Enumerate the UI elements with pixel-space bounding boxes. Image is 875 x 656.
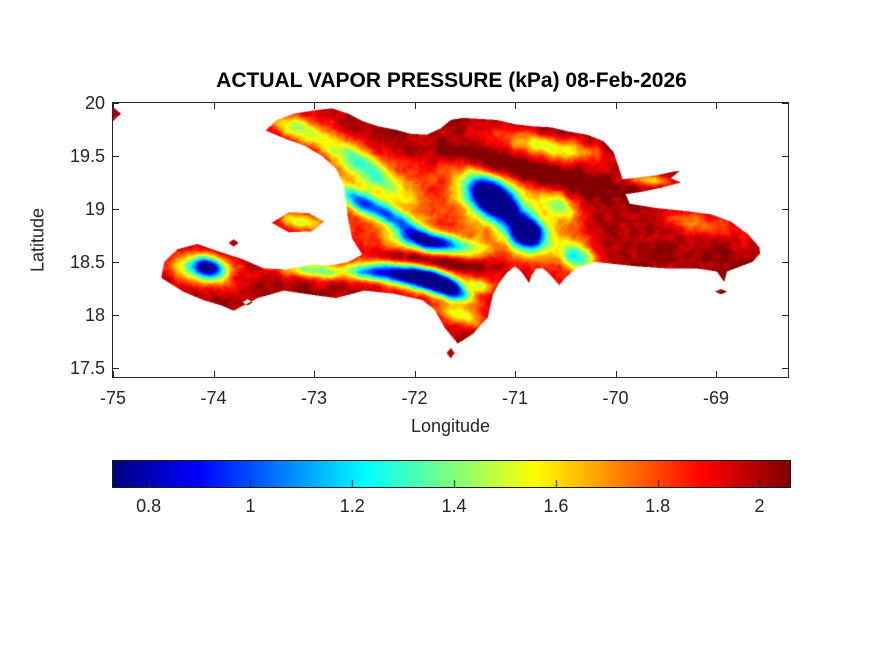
y-tick-label: 18.5 xyxy=(69,251,105,272)
x-tick-label: -71 xyxy=(502,388,529,408)
tick-mark xyxy=(414,103,416,109)
tick-mark xyxy=(113,103,114,109)
tick-mark xyxy=(515,103,517,109)
y-tick-label: 18 xyxy=(84,304,105,325)
tick-mark xyxy=(314,371,315,377)
tick-mark xyxy=(782,261,788,263)
tick-mark xyxy=(515,371,517,377)
y-axis-label: Latitude xyxy=(27,207,48,273)
y-tick-label: 19 xyxy=(84,198,105,219)
tick-mark xyxy=(615,103,617,109)
tick-mark xyxy=(113,103,119,104)
chart-title: ACTUAL VAPOR PRESSURE (kPa) 08-Feb-2026 xyxy=(216,69,687,92)
colorbar-tick-label: 1.6 xyxy=(543,496,569,516)
tick-mark xyxy=(113,371,114,377)
x-tick-label: -69 xyxy=(703,388,730,408)
tick-mark xyxy=(213,103,215,109)
colorbar-tick-label: 1.4 xyxy=(441,496,467,516)
colorbar-tick-label: 1 xyxy=(245,496,256,516)
colorbar-tick-label: 2 xyxy=(754,496,765,516)
x-tick-label: -74 xyxy=(200,388,227,408)
tick-mark xyxy=(782,367,788,369)
tick-mark xyxy=(782,314,788,316)
x-tick-label: -70 xyxy=(602,388,629,408)
tick-mark xyxy=(113,155,119,157)
y-tick-label: 19.5 xyxy=(69,145,105,166)
tick-mark xyxy=(615,371,617,377)
tick-mark xyxy=(414,371,416,377)
colorbar-tick-label: 1.2 xyxy=(339,496,365,516)
x-axis-label: Longitude xyxy=(410,416,491,436)
tick-mark xyxy=(716,103,718,109)
x-tick-label: -73 xyxy=(300,388,328,408)
tick-mark xyxy=(113,208,119,210)
tick-mark xyxy=(782,208,788,210)
tick-mark xyxy=(213,371,215,377)
colorbar-tick-label: 1.8 xyxy=(645,496,671,516)
colorbar-gradient-canvas xyxy=(113,461,790,487)
tick-mark xyxy=(782,103,788,104)
tick-mark xyxy=(113,261,119,263)
tick-mark xyxy=(314,103,315,109)
y-tick-label: 20 xyxy=(84,93,105,113)
map-plot-area xyxy=(112,102,789,378)
x-tick-label: -72 xyxy=(401,388,428,408)
tick-mark xyxy=(716,371,718,377)
colorbar-tick-label: 0.8 xyxy=(136,496,162,516)
y-tick-label: 17.5 xyxy=(69,357,105,378)
colorbar xyxy=(112,460,791,488)
tick-mark xyxy=(113,367,119,369)
vapor-pressure-map-canvas xyxy=(113,103,788,377)
tick-mark xyxy=(113,314,119,316)
x-tick-label: -75 xyxy=(99,388,127,408)
tick-mark xyxy=(782,155,788,157)
